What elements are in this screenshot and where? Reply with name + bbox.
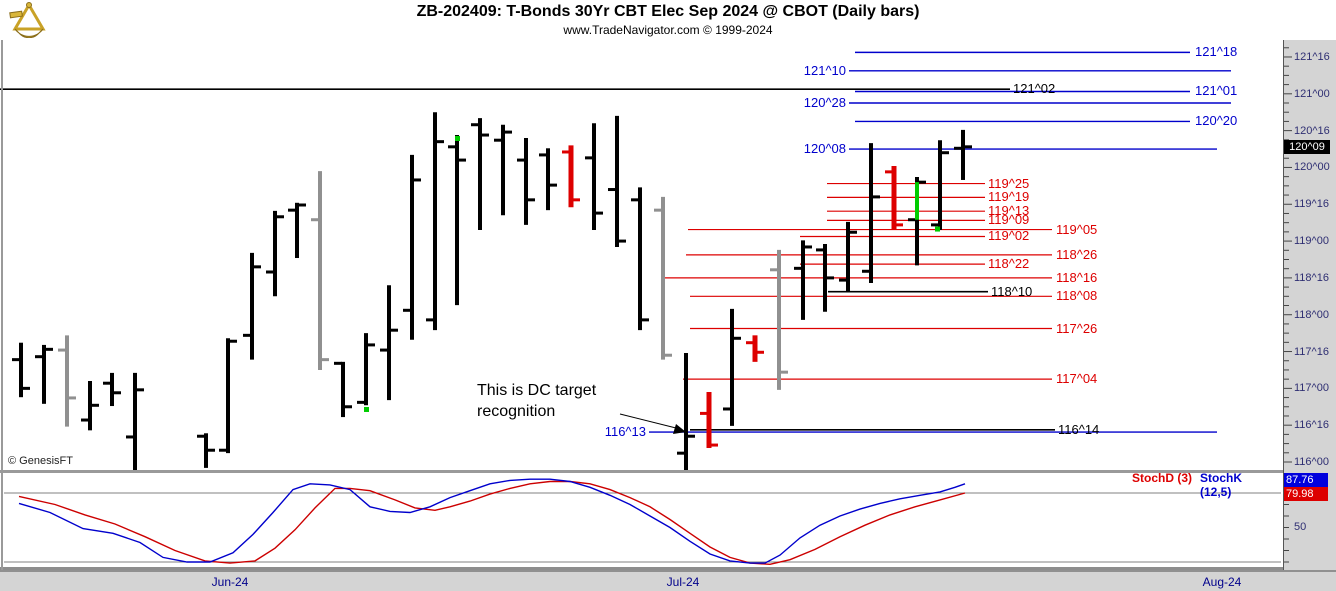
red-target-label: 117^04 — [1056, 371, 1098, 387]
left-border — [1, 40, 3, 570]
stochk-legend-label[interactable]: StochK (12,5) — [1200, 471, 1242, 499]
blue-target-label: 116^13 — [604, 424, 646, 440]
time-tick-aug: Aug-24 — [1202, 575, 1242, 589]
price-bar — [700, 392, 718, 449]
price-bar — [448, 135, 466, 306]
price-bar — [908, 177, 926, 266]
price-bar — [816, 244, 834, 312]
price-bar — [585, 123, 603, 231]
price-bar — [631, 187, 649, 331]
price-bar — [334, 361, 352, 418]
time-axis[interactable]: Jun-24 Jul-24 Aug-24 — [0, 570, 1336, 591]
price-bar — [654, 196, 672, 360]
price-bar — [494, 124, 512, 216]
price-bar — [770, 249, 788, 390]
price-bar — [103, 372, 121, 407]
blue-target-label: 121^18 — [1195, 44, 1238, 60]
stoch-mid-level-label: 50 — [1294, 521, 1307, 533]
blue-target-label: 120^08 — [803, 141, 846, 157]
chart-title: ZB-202409: T-Bonds 30Yr CBT Elec Sep 202… — [416, 3, 920, 20]
signal-marker — [364, 406, 369, 412]
price-bar — [380, 285, 398, 401]
price-bar — [746, 335, 764, 362]
target-lines-layer — [0, 51, 1231, 433]
price-bar — [539, 148, 557, 211]
price-bar — [197, 433, 215, 468]
price-bar — [357, 333, 375, 406]
genesis-sextant-logo — [9, 2, 46, 38]
blue-target-label: 120^20 — [1195, 113, 1238, 129]
red-target-label: 119^09 — [988, 212, 1030, 228]
red-target-label: 119^02 — [988, 228, 1030, 244]
black-target-label: 116^14 — [1058, 421, 1100, 437]
genesisft-watermark: © GenesisFT — [8, 455, 73, 467]
current-price-tag: 120^09 — [1284, 139, 1330, 154]
price-bar — [608, 115, 626, 247]
stoch-d-curve — [18, 480, 966, 566]
time-tick-jun: Jun-24 — [211, 575, 249, 589]
stochastic-layer — [4, 478, 1281, 566]
price-bar — [794, 240, 812, 320]
price-bar — [723, 308, 741, 426]
stoch-k-curve — [18, 478, 966, 564]
red-target-label: 118^08 — [1056, 288, 1098, 304]
red-target-label: 117^26 — [1056, 320, 1098, 336]
blue-target-label: 121^10 — [803, 62, 846, 78]
red-target-label: 119^05 — [1056, 221, 1098, 237]
dc-target-annotation: This is DC target recognition — [477, 382, 597, 420]
signal-marker — [935, 226, 940, 232]
price-bar — [885, 165, 903, 231]
price-bar — [403, 154, 421, 340]
price-bar — [311, 171, 329, 370]
price-bar — [126, 372, 144, 471]
red-target-label: 118^26 — [1056, 246, 1098, 262]
time-tick-jul: Jul-24 — [666, 575, 700, 589]
red-target-label: 119^13 — [988, 203, 1030, 219]
price-bar — [288, 202, 306, 259]
blue-target-label: 120^28 — [803, 95, 846, 110]
price-bar — [931, 140, 949, 231]
price-bar — [562, 145, 580, 208]
red-target-label: 118^22 — [988, 256, 1030, 272]
price-bar — [954, 129, 972, 180]
price-bar — [839, 221, 857, 292]
stochk-last-value: 87.76 — [1284, 473, 1328, 487]
price-bar — [426, 112, 444, 331]
price-bar — [219, 338, 237, 454]
price-bar — [12, 342, 30, 398]
price-bar — [81, 380, 99, 431]
black-target-label: 118^10 — [991, 283, 1033, 299]
price-bar — [243, 252, 261, 360]
chart-subtitle: www.TradeNavigator.com © 1999-2024 — [563, 23, 773, 37]
price-bar — [517, 137, 535, 225]
red-target-label: 118^16 — [1056, 269, 1098, 285]
price-bar — [35, 344, 53, 404]
red-target-label: 119^19 — [988, 189, 1030, 205]
price-bar — [677, 353, 695, 471]
price-bar — [862, 143, 880, 284]
panel-separator — [0, 470, 1283, 473]
blue-target-label: 121^01 — [1195, 83, 1238, 99]
signal-marker — [455, 135, 460, 141]
price-bar — [58, 335, 76, 427]
price-bar — [471, 118, 489, 231]
stochd-legend-label[interactable]: StochD (3) — [1132, 471, 1192, 485]
black-target-label: 121^02 — [1013, 81, 1056, 97]
price-bar — [266, 210, 284, 297]
stochd-last-value: 79.98 — [1284, 487, 1328, 501]
red-target-label: 119^25 — [988, 175, 1030, 191]
